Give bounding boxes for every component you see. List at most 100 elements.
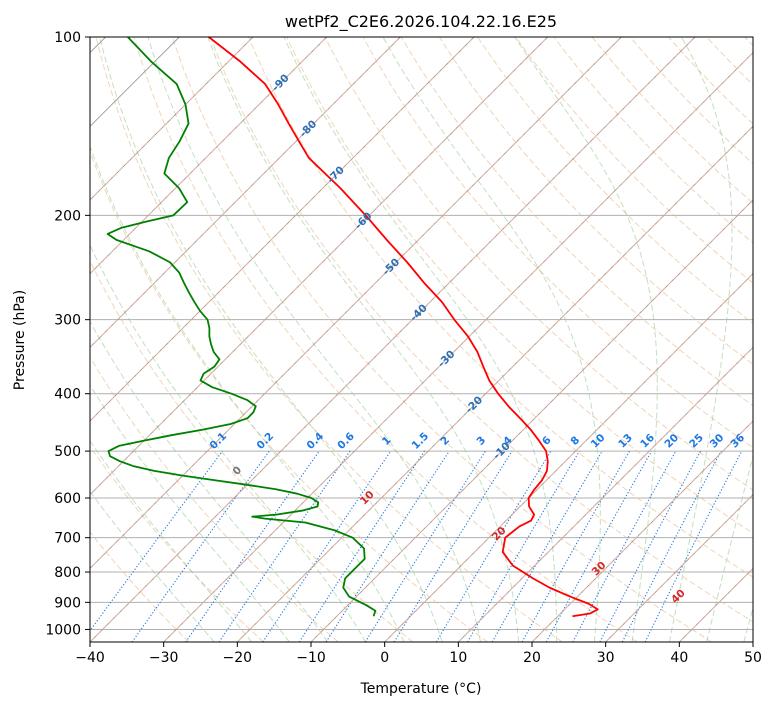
dry-adiabat [248, 37, 753, 578]
moist-adiabats [90, 37, 753, 642]
dry-adiabat [553, 37, 753, 244]
dry-adiabat [90, 445, 264, 642]
dry-adiabat [286, 37, 753, 534]
moist-adiabat [706, 454, 753, 642]
isotherm-dashed [90, 37, 254, 201]
dry-adiabat [515, 37, 753, 284]
moist-adiabat [207, 37, 520, 642]
isotherm-dashed [457, 346, 753, 642]
mixing-ratio-line [521, 450, 630, 642]
isotherm-line [605, 494, 753, 642]
isotherm-dashed [90, 37, 401, 349]
isotherm-dashed [236, 125, 753, 642]
moist-adiabat [90, 490, 215, 642]
x-tick-label: 50 [744, 650, 762, 666]
dry-adiabat [133, 37, 638, 642]
mixing-ratio-line [467, 450, 580, 642]
moist-adiabat [90, 243, 367, 642]
mixing-ratio-line [325, 450, 450, 642]
isotherm-line [458, 346, 753, 642]
x-tick-label: 20 [523, 650, 541, 666]
mixing-ratio-label: 16 [638, 432, 657, 451]
moist-adiabat-label: 0 [230, 464, 244, 478]
mixing-ratio-line [572, 450, 677, 642]
isotherms [90, 37, 753, 642]
y-tick-label: 700 [54, 531, 81, 547]
isotherm-line [752, 641, 753, 642]
mixing-ratio-line [262, 450, 392, 642]
dry-adiabat [477, 37, 753, 325]
dry-adiabat [90, 531, 190, 642]
y-tick-label: 900 [54, 595, 81, 611]
moist-adiabat [90, 320, 328, 642]
isotherm-dashed [90, 37, 696, 642]
isotherm-dashed [605, 493, 753, 642]
y-tick-label: 800 [54, 565, 81, 581]
x-tick-label: −20 [223, 650, 253, 666]
y-tick-label: 100 [54, 30, 81, 46]
dry-adiabat [90, 259, 414, 642]
x-tick-label: 40 [670, 650, 688, 666]
mixing-ratio-line [218, 450, 351, 642]
moist-adiabat [283, 37, 558, 642]
x-tick-label: 30 [597, 650, 615, 666]
dry-adiabat [591, 37, 753, 204]
y-tick-label: 300 [54, 313, 81, 329]
x-tick-label: 0 [380, 650, 389, 666]
y-tick-label: 200 [54, 208, 81, 224]
moist-adiabat-label: 40 [669, 587, 688, 606]
dry-adiabat [668, 37, 753, 125]
mixing-ratio-lines [90, 450, 743, 642]
y-tick-label: 400 [54, 387, 81, 403]
mixing-ratio-line [364, 450, 486, 642]
dry-adiabat [744, 37, 753, 47]
moist-adiabat [668, 37, 733, 642]
grid-horizontal [90, 36, 753, 630]
x-tick-label: 10 [449, 650, 467, 666]
mixing-ratio-label: 3 [475, 434, 489, 448]
moist-adiabat-label: 20 [490, 525, 509, 544]
mixing-ratio-label: 25 [687, 432, 706, 451]
isotherm-dashed [163, 51, 753, 642]
isotherm-line [679, 567, 753, 642]
plot-frame [89, 36, 754, 643]
dry-adiabat [706, 37, 753, 86]
isotherm-line [90, 37, 327, 275]
isotherm-dashed [90, 37, 622, 570]
series-lines [106, 37, 599, 618]
isotherm-line [90, 37, 475, 422]
moist-adiabat [743, 606, 753, 642]
moist-adiabat-label: 10 [358, 489, 377, 508]
isotherm-dashed [531, 420, 753, 642]
dry-adiabat [210, 37, 753, 623]
y-tick-label: 600 [54, 491, 81, 507]
moist-adiabat [382, 37, 601, 642]
chart-title: wetPf2_C2E6.2026.104.22.16.E25 [285, 12, 557, 32]
y-tick-label: 500 [54, 444, 81, 460]
temperature-profile [208, 37, 599, 618]
isotherm-dashed [90, 37, 549, 496]
moist-adiabat-label: 30 [590, 559, 609, 578]
dry-adiabat [629, 37, 753, 165]
isotherm-dashed [678, 567, 753, 642]
x-axis: −40 −30 −20 −10 0 10 20 30 40 50 [75, 642, 762, 666]
mixing-ratio-label: 30 [708, 432, 727, 451]
isotherm-line [531, 420, 753, 642]
x-tick-label: −40 [75, 650, 105, 666]
mixing-ratio-line [131, 450, 270, 642]
mixing-ratio-line [599, 450, 702, 642]
mixing-ratio-line [621, 450, 722, 642]
isotherm-dashed [384, 272, 753, 642]
mixing-ratio-label: 0.6 [335, 430, 357, 452]
dry-adiabats [90, 37, 753, 642]
mixing-ratio-label: 1 [380, 434, 394, 448]
moist-adiabat [514, 37, 658, 642]
mixing-ratio-line [185, 450, 320, 642]
dry-adiabat [90, 356, 339, 642]
moist-adiabat [90, 145, 405, 642]
mixing-ratio-line [644, 450, 743, 642]
dry-adiabat [439, 37, 753, 365]
y-axis: 100 200 300 400 500 600 700 800 900 1000 [45, 30, 90, 638]
moist-adiabat [90, 440, 253, 642]
